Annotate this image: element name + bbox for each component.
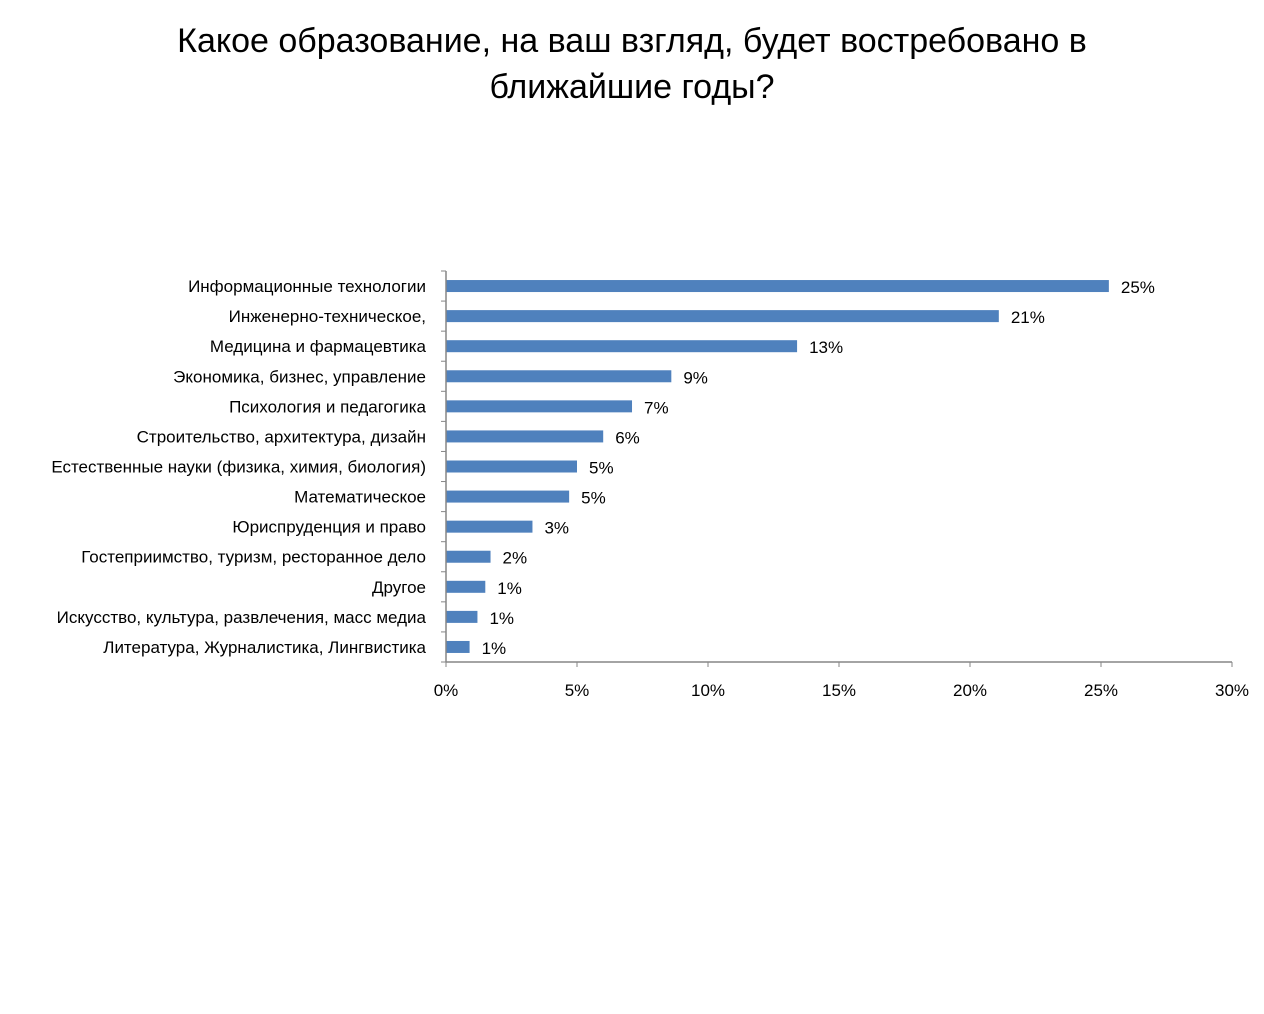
category-label: Литература, Журналистика, Лингвистика: [103, 638, 426, 657]
data-label: 1%: [489, 609, 514, 628]
x-tick-label: 20%: [953, 681, 987, 700]
x-tick-label: 5%: [565, 681, 590, 700]
x-tick-label: 0%: [434, 681, 459, 700]
x-tick-label: 10%: [691, 681, 725, 700]
category-label: Инженерно-техническое,: [229, 307, 426, 326]
data-label: 1%: [497, 579, 522, 598]
data-label: 3%: [544, 519, 569, 538]
data-label: 25%: [1121, 278, 1155, 297]
bar: [446, 430, 604, 443]
bar: [446, 400, 633, 413]
data-label: 5%: [581, 489, 606, 508]
bar: [446, 520, 533, 533]
category-label: Естественные науки (физика, химия, биоло…: [51, 458, 426, 477]
category-label: Юриспруденция и право: [232, 518, 426, 537]
category-label: Гостеприимство, туризм, ресторанное дело: [81, 548, 426, 567]
category-label: Математическое: [294, 488, 426, 507]
bar: [446, 580, 486, 593]
bar: [446, 280, 1109, 293]
category-label: Другое: [372, 578, 426, 597]
x-tick-label: 25%: [1084, 681, 1118, 700]
bar: [446, 490, 570, 503]
category-labels: Информационные технологии Инженерно-техни…: [51, 277, 426, 657]
data-label: 5%: [589, 459, 614, 478]
value-labels: 25%21%13%9%7%6%5%5%3%2%1%1%1%: [482, 278, 1155, 658]
bar: [446, 550, 491, 563]
data-label: 7%: [644, 398, 669, 417]
bar: [446, 310, 999, 323]
data-label: 21%: [1011, 308, 1045, 327]
category-label: Экономика, бизнес, управление: [173, 367, 426, 386]
chart-title-line-1: Какое образование, на ваш взгляд, будет …: [177, 22, 1087, 60]
data-label: 1%: [482, 639, 507, 658]
data-label: 9%: [683, 368, 708, 387]
bar: [446, 370, 672, 383]
data-label: 13%: [809, 338, 843, 357]
bars-group: [446, 280, 1109, 653]
bar: [446, 640, 470, 653]
bar: [446, 460, 577, 473]
category-label: Психология и педагогика: [229, 397, 426, 416]
bar: [446, 340, 798, 353]
category-label: Информационные технологии: [188, 277, 426, 296]
chart-title: Какое образование, на ваш взгляд, будет …: [0, 18, 1264, 110]
category-label: Медицина и фармацевтика: [210, 337, 427, 356]
bar: [446, 610, 478, 623]
data-label: 2%: [503, 549, 528, 568]
x-ticks: 0% 5% 10% 15% 20% 25% 30%: [434, 662, 1249, 700]
category-label: Искусство, культура, развлечения, масс м…: [57, 608, 427, 627]
category-label: Строительство, архитектура, дизайн: [137, 427, 426, 446]
chart-title-line-2: ближайшие годы?: [489, 68, 775, 106]
x-tick-label: 30%: [1215, 681, 1249, 700]
data-label: 6%: [615, 428, 640, 447]
x-tick-label: 15%: [822, 681, 856, 700]
